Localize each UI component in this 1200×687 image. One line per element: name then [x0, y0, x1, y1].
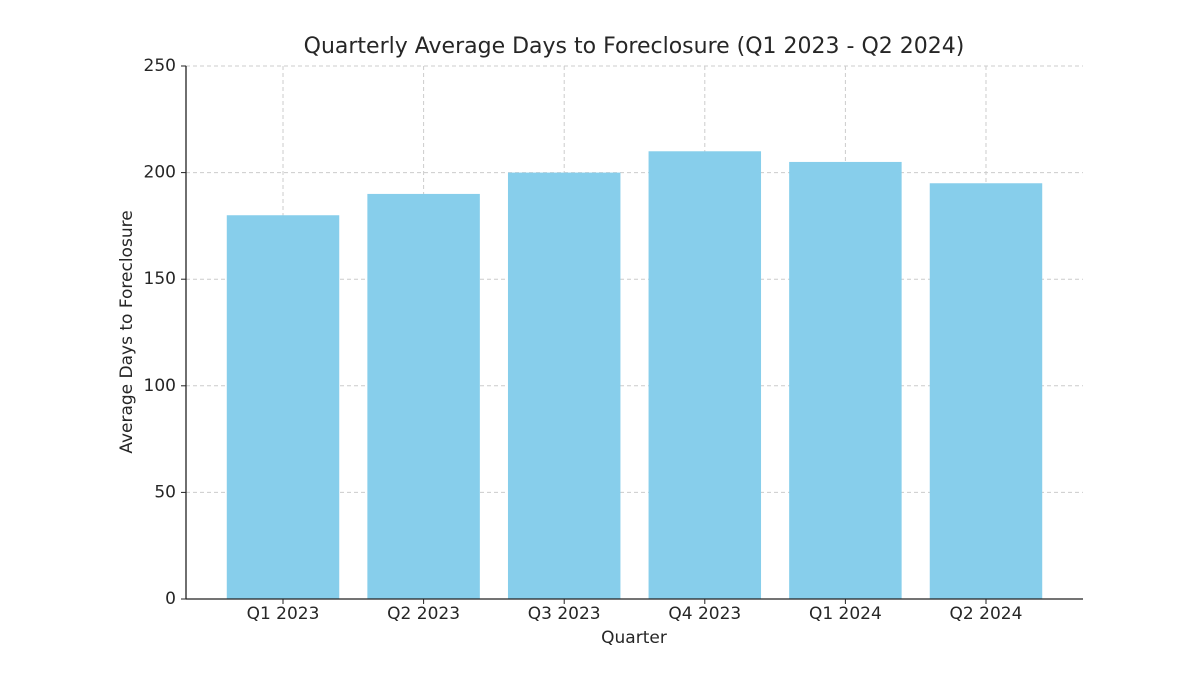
y-tick-label: 100 — [144, 376, 176, 396]
bar — [929, 183, 1043, 599]
x-tick-label: Q3 2023 — [528, 604, 601, 624]
bar — [648, 151, 762, 599]
x-tick-label: Q4 2023 — [668, 604, 741, 624]
y-tick-label: 250 — [144, 56, 176, 76]
y-axis-label: Average Days to Foreclosure — [117, 210, 137, 453]
x-tick-label: Q1 2023 — [247, 604, 320, 624]
bar — [367, 193, 480, 600]
y-tick-label: 0 — [165, 589, 176, 609]
bar — [507, 172, 621, 599]
x-tick-label: Q1 2024 — [809, 604, 882, 624]
y-tick-label: 200 — [144, 163, 176, 183]
bar — [226, 215, 340, 600]
x-tick-label: Q2 2024 — [950, 604, 1023, 624]
bars — [226, 151, 1043, 600]
x-axis-label: Quarter — [601, 628, 667, 648]
bar — [789, 161, 902, 599]
chart-title: Quarterly Average Days to Foreclosure (Q… — [304, 34, 965, 59]
y-tick-label: 150 — [144, 269, 176, 289]
y-tick-label: 50 — [154, 482, 176, 502]
x-tick-label: Q2 2023 — [387, 604, 460, 624]
